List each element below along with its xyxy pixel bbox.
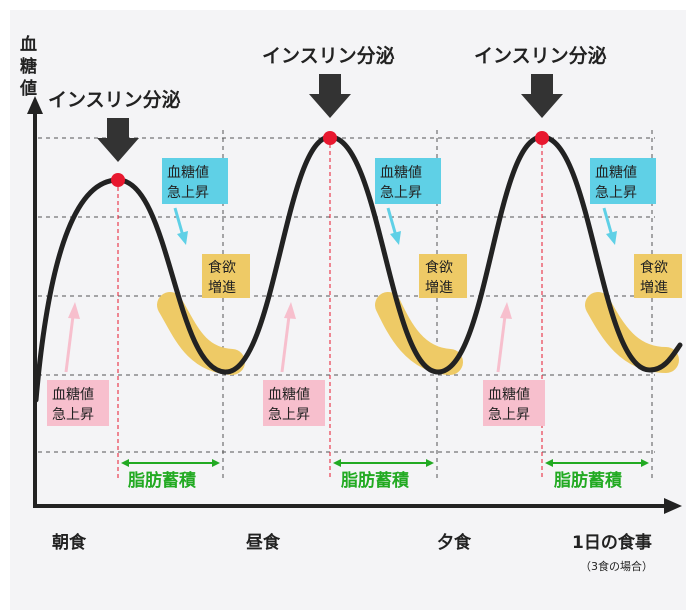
peak-markers xyxy=(111,131,549,187)
spike-callout-pink: 血糖値 急上昇 xyxy=(263,380,325,426)
meal-label-daily: 1日の食事 xyxy=(572,532,652,553)
blue-arrows xyxy=(173,207,617,245)
y-axis-label-char: 糖 xyxy=(20,56,37,77)
spike-callout-blue: 血糖値 急上昇 xyxy=(590,158,656,204)
svg-text:食欲: 食欲 xyxy=(640,259,668,276)
spike-callout-blue: 血糖値 急上昇 xyxy=(162,158,228,204)
arrow-down-right-icon xyxy=(390,231,401,245)
insulin-label: インスリン分泌 xyxy=(262,44,395,67)
arrow-down-right-icon xyxy=(177,231,188,245)
y-axis-arrow-icon xyxy=(27,96,43,114)
peak-lines xyxy=(117,137,543,478)
arrow-up-right-icon xyxy=(284,302,296,319)
insulin-label: インスリン分泌 xyxy=(48,88,181,111)
axes xyxy=(33,112,666,508)
svg-text:血糖値: 血糖値 xyxy=(268,387,310,403)
arrow-up-right-icon xyxy=(68,302,80,319)
svg-text:急上昇: 急上昇 xyxy=(380,185,422,201)
appetite-callout: 食欲 増進 xyxy=(634,254,682,298)
svg-text:食欲: 食欲 xyxy=(425,259,453,276)
appetite-callout: 食欲 増進 xyxy=(419,254,467,298)
spike-callout-pink: 血糖値 急上昇 xyxy=(47,380,109,426)
insulin-label: インスリン分泌 xyxy=(474,44,607,67)
meal-label-lunch: 昼食 xyxy=(246,532,281,553)
svg-text:血糖値: 血糖値 xyxy=(488,387,530,403)
meal-note: （3食の場合） xyxy=(580,559,653,573)
svg-text:血糖値: 血糖値 xyxy=(380,165,422,181)
svg-text:血糖値: 血糖値 xyxy=(167,165,209,181)
svg-text:急上昇: 急上昇 xyxy=(52,407,94,423)
svg-text:急上昇: 急上昇 xyxy=(268,407,310,423)
svg-text:増進: 増進 xyxy=(425,280,453,296)
svg-text:血糖値: 血糖値 xyxy=(52,387,94,403)
meal-label-dinner: 夕食 xyxy=(437,532,472,553)
y-axis-label-char: 値 xyxy=(19,78,37,99)
svg-text:急上昇: 急上昇 xyxy=(167,185,209,201)
blood-sugar-curve xyxy=(33,134,683,403)
pink-arrows xyxy=(64,302,512,373)
insulin-arrows xyxy=(97,74,563,162)
fat-storage-arrows xyxy=(121,459,649,467)
svg-text:血糖値: 血糖値 xyxy=(595,165,637,181)
arrow-up-right-icon xyxy=(500,302,512,319)
meal-label-breakfast: 朝食 xyxy=(52,532,87,553)
spike-callout-pink: 血糖値 急上昇 xyxy=(483,380,545,426)
x-axis-arrow-icon xyxy=(664,498,682,514)
diagram-background xyxy=(10,10,686,610)
fat-storage-label: 脂肪蓄積 xyxy=(341,470,410,491)
peak-dot-icon xyxy=(535,131,549,145)
fat-storage-label: 脂肪蓄積 xyxy=(128,470,197,491)
svg-text:増進: 増進 xyxy=(208,280,236,296)
fat-storage-label: 脂肪蓄積 xyxy=(554,470,623,491)
peak-dot-icon xyxy=(323,131,337,145)
y-axis-label-char: 血 xyxy=(20,34,37,55)
svg-text:食欲: 食欲 xyxy=(208,259,236,276)
arrow-down-right-icon xyxy=(606,231,617,245)
y-axis-label: 血 糖 値 xyxy=(19,34,37,99)
spike-callout-blue: 血糖値 急上昇 xyxy=(375,158,441,204)
down-arrow-icon xyxy=(521,74,563,118)
peak-dot-icon xyxy=(111,173,125,187)
down-arrow-icon xyxy=(97,118,139,162)
svg-text:急上昇: 急上昇 xyxy=(488,407,530,423)
appetite-callout: 食欲 増進 xyxy=(202,254,250,298)
down-arrow-icon xyxy=(309,74,351,118)
svg-text:急上昇: 急上昇 xyxy=(595,185,637,201)
svg-text:増進: 増進 xyxy=(640,280,668,296)
